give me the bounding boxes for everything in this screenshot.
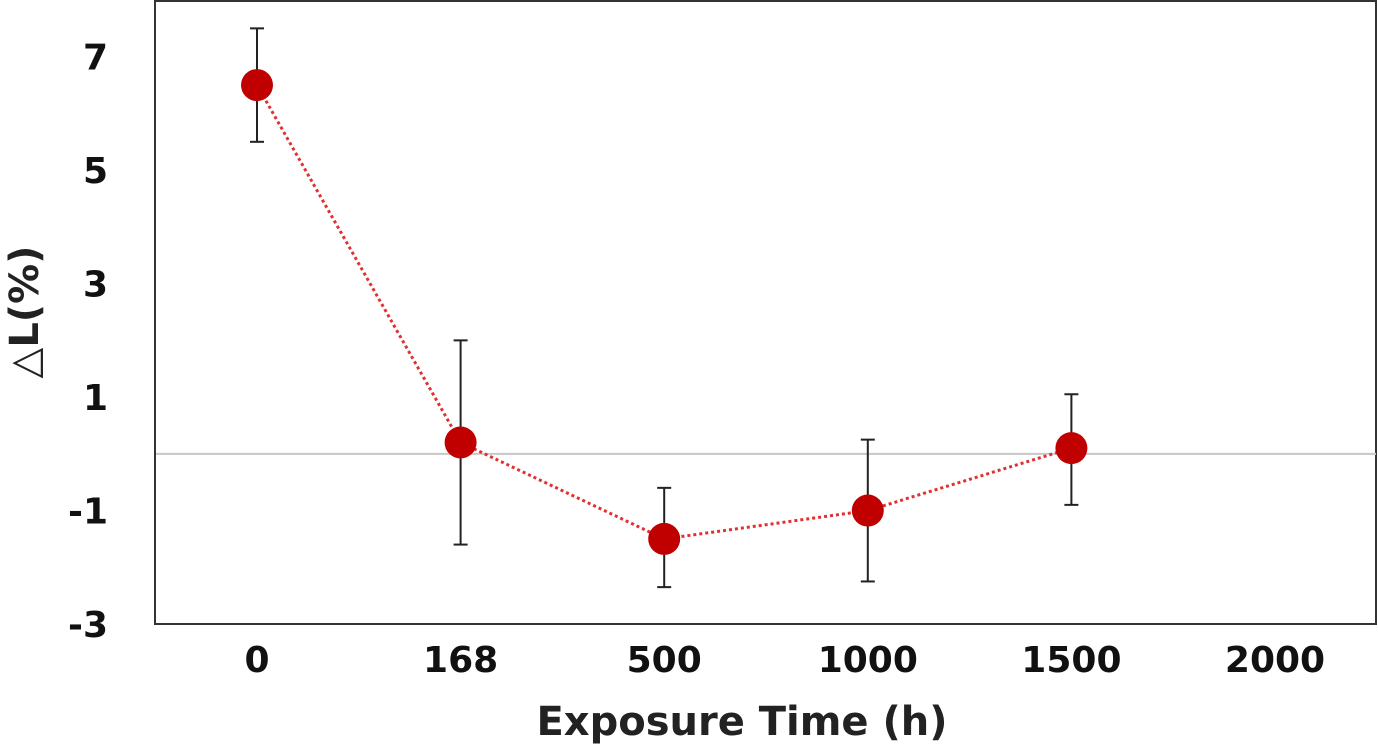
data-series — [241, 27, 1088, 589]
x-axis-ticks: 0 168 500 1000 1500 2000 — [244, 640, 1325, 681]
y-tick-label: 1 — [83, 378, 108, 419]
data-point — [241, 69, 273, 102]
data-point — [648, 522, 681, 555]
x-tick-label: 2000 — [1225, 640, 1325, 681]
x-tick-label: 0 — [244, 640, 269, 681]
y-axis-title: △L(%) — [2, 246, 48, 379]
y-tick-label: -3 — [68, 605, 108, 646]
y-tick-label: 5 — [83, 151, 108, 192]
y-axis-ticks: 7 5 3 1 -1 -3 — [68, 38, 108, 646]
data-point — [444, 426, 477, 459]
data-point — [851, 494, 884, 527]
series-line — [255, 84, 1072, 541]
y-tick-label: -1 — [68, 492, 108, 533]
x-tick-label: 1000 — [818, 640, 918, 681]
x-tick-label: 500 — [627, 640, 702, 681]
y-tick-label: 3 — [83, 265, 108, 306]
x-axis-title: Exposure Time (h) — [536, 699, 947, 745]
plot-area — [154, 0, 1377, 625]
x-tick-label: 168 — [423, 640, 498, 681]
x-tick-label: 1500 — [1021, 640, 1121, 681]
data-point — [1055, 432, 1088, 465]
y-tick-label: 7 — [83, 38, 108, 79]
